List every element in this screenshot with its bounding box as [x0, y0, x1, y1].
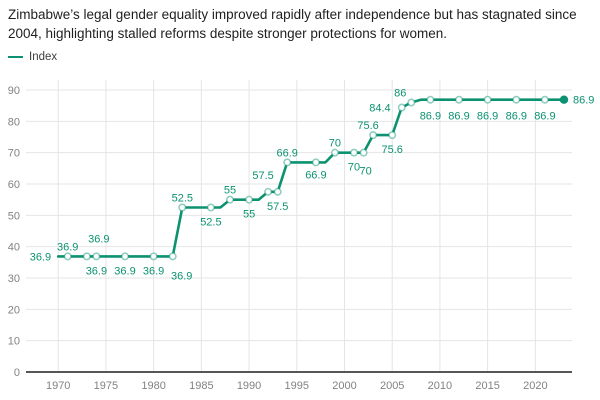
data-point-label: 84.4 — [369, 103, 390, 115]
data-point-label: 66.9 — [276, 147, 297, 159]
data-point-label: 36.9 — [88, 233, 109, 245]
data-point-label: 86.9 — [573, 95, 594, 107]
data-point-label: 70 — [348, 162, 360, 174]
data-point-marker[interactable] — [264, 187, 273, 196]
data-point-marker[interactable] — [121, 252, 130, 261]
gridlines — [26, 80, 572, 372]
x-tick-label: 1970 — [46, 380, 70, 392]
x-tick-label: 2010 — [428, 380, 452, 392]
y-tick-label: 10 — [8, 336, 20, 348]
data-point-marker-final[interactable] — [559, 95, 569, 104]
data-point-marker[interactable] — [512, 95, 521, 104]
legend-item-index[interactable]: Index — [8, 51, 57, 63]
x-tick-label: 2020 — [523, 380, 547, 392]
y-tick-label: 50 — [8, 210, 20, 222]
y-tick-label: 90 — [8, 85, 20, 97]
data-point-marker[interactable] — [63, 252, 72, 261]
y-tick-label: 40 — [8, 242, 20, 254]
data-point-marker[interactable] — [540, 95, 549, 104]
x-tick-label: 1980 — [141, 380, 165, 392]
chart-title: Zimbabwe’s legal gender equality improve… — [8, 7, 577, 41]
data-point-marker[interactable] — [273, 187, 282, 196]
data-point-marker[interactable] — [455, 95, 464, 104]
data-point-label: 57.5 — [252, 170, 273, 182]
data-point-marker[interactable] — [330, 148, 339, 157]
legend-label: Index — [29, 51, 58, 63]
data-point-label: 86.9 — [477, 111, 498, 123]
data-point-marker[interactable] — [359, 148, 368, 157]
data-point-label: 86.9 — [420, 111, 441, 123]
data-point-marker[interactable] — [350, 148, 359, 157]
data-point-label: 36.9 — [143, 265, 164, 277]
data-point-marker[interactable] — [92, 252, 101, 261]
data-point-marker[interactable] — [369, 131, 378, 140]
x-tick-label: 2005 — [380, 380, 404, 392]
x-tick-label: 1975 — [94, 380, 118, 392]
data-point-label: 55 — [224, 185, 236, 197]
data-point-markers — [63, 95, 569, 261]
index-line-series — [56, 98, 566, 258]
data-point-label: 86.9 — [534, 111, 555, 123]
data-point-label: 86.9 — [506, 111, 527, 123]
data-point-marker[interactable] — [311, 158, 320, 167]
x-tick-label: 1990 — [237, 380, 261, 392]
data-point-marker[interactable] — [426, 95, 435, 104]
x-tick-label: 2000 — [332, 380, 356, 392]
data-point-labels: 36.9 36.9 36.9 36.9 36.9 36.9 36.9 52.5 52.5 55 55… — [30, 88, 595, 283]
data-point-marker[interactable] — [168, 252, 177, 261]
data-point-label: 36.9 — [30, 251, 51, 263]
data-point-label: 86 — [394, 88, 406, 100]
x-tick-label: 1985 — [189, 380, 213, 392]
data-point-marker[interactable] — [407, 98, 416, 107]
y-tick-label: 80 — [8, 116, 20, 128]
legend-line-swatch — [8, 56, 23, 58]
data-point-label: 70 — [329, 138, 341, 150]
data-point-label: 66.9 — [305, 169, 326, 181]
data-point-label: 75.6 — [381, 144, 402, 156]
y-tick-label: 20 — [8, 304, 20, 316]
data-point-marker[interactable] — [178, 203, 187, 212]
axis-tick-labels: 1970 1975 1980 1985 1990 1995 2000 2005 2010 2015… — [8, 85, 548, 392]
data-point-marker[interactable] — [483, 95, 492, 104]
data-point-label: 70 — [359, 166, 371, 178]
y-tick-label: 60 — [8, 179, 20, 191]
data-point-label: 36.9 — [114, 265, 135, 277]
data-point-label: 52.5 — [172, 193, 193, 205]
data-point-marker[interactable] — [283, 158, 292, 167]
x-tick-label: 2015 — [475, 380, 499, 392]
data-point-label: 36.9 — [171, 270, 192, 282]
y-tick-label: 30 — [8, 273, 20, 285]
data-point-marker[interactable] — [245, 195, 254, 204]
data-point-label: 52.5 — [200, 217, 221, 229]
data-point-label: 86.9 — [448, 111, 469, 123]
data-point-marker[interactable] — [149, 252, 158, 261]
data-point-marker[interactable] — [82, 252, 91, 261]
x-tick-label: 1995 — [285, 380, 309, 392]
data-point-label: 75.6 — [357, 120, 378, 132]
data-point-label: 55 — [243, 209, 255, 221]
data-point-label: 36.9 — [57, 241, 78, 253]
data-point-marker[interactable] — [388, 131, 397, 140]
data-point-label: 57.5 — [267, 201, 288, 213]
y-tick-label: 70 — [8, 148, 20, 160]
data-point-marker[interactable] — [225, 195, 234, 204]
y-tick-label: 0 — [14, 367, 20, 379]
data-point-marker[interactable] — [397, 103, 406, 112]
data-point-label: 36.9 — [86, 265, 107, 277]
data-point-marker[interactable] — [206, 203, 215, 212]
